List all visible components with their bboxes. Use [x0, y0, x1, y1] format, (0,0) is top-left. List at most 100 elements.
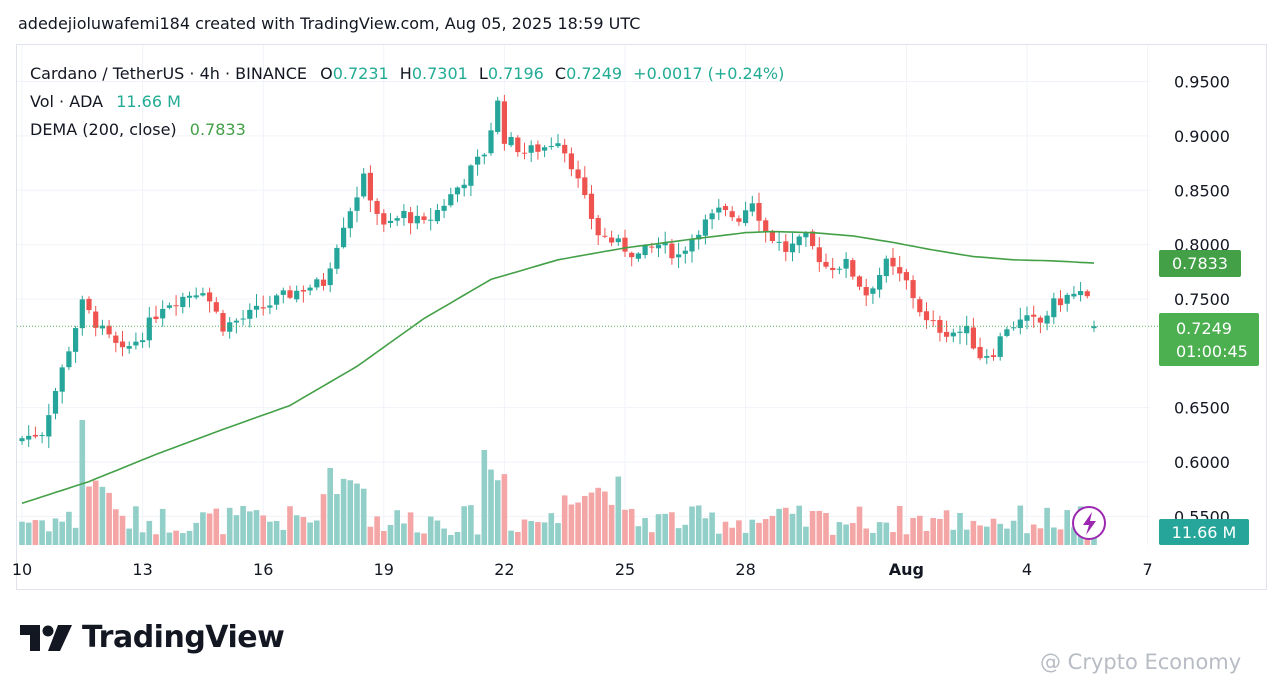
volume-bar: [762, 519, 769, 545]
volume-bar: [414, 532, 421, 545]
candle-body: [930, 320, 936, 322]
volume-bar: [823, 513, 829, 545]
volume-bar: [615, 476, 622, 545]
volume-bar: [943, 510, 950, 545]
volume-bar: [19, 521, 25, 545]
candle-body: [990, 355, 997, 358]
candle-body: [1057, 298, 1064, 306]
volume-bar: [293, 515, 300, 545]
candle-body: [166, 305, 172, 308]
candle-body: [495, 100, 501, 132]
candle-body: [213, 302, 219, 312]
candle-body: [220, 313, 226, 332]
volume-bar: [474, 534, 481, 545]
dema-label[interactable]: DEMA (200, close): [30, 120, 177, 139]
y-tick-label: 0.8500: [1174, 181, 1230, 200]
volume-bar: [106, 492, 112, 545]
candle-body: [39, 435, 45, 437]
volume-tag-value: 11.66 M: [1172, 523, 1237, 542]
candle-body: [381, 213, 387, 225]
volume-bar: [896, 505, 903, 545]
volume-bar: [434, 520, 441, 545]
volume-bar: [1010, 520, 1017, 545]
candle-body: [133, 341, 139, 346]
candle-body: [267, 305, 273, 308]
volume-bar: [213, 508, 220, 545]
volume-bar: [381, 531, 387, 545]
volume-bar: [52, 518, 59, 545]
chart-frame[interactable]: [16, 44, 1267, 590]
candle-body: [387, 220, 394, 224]
volume-bar: [220, 534, 226, 545]
candle-body: [823, 261, 829, 267]
candle-body: [367, 172, 373, 201]
volume-bar: [957, 512, 963, 545]
candle-body: [1084, 291, 1090, 297]
volume-bar: [789, 513, 796, 545]
candle-body: [863, 287, 869, 296]
tradingview-logo[interactable]: TradingView: [20, 620, 285, 655]
volume-bar: [776, 508, 782, 545]
candle-body: [763, 220, 769, 232]
volume-bar: [133, 506, 139, 545]
candle-body: [575, 169, 581, 179]
volume-bar: [139, 532, 146, 545]
volume-bar: [448, 534, 454, 545]
candle-body: [461, 184, 467, 189]
volume-bar: [233, 515, 240, 545]
volume-bar: [193, 522, 199, 545]
volume-bar: [200, 512, 206, 545]
candle-body: [515, 137, 521, 153]
volume-bar: [461, 506, 467, 545]
volume-bar: [756, 522, 762, 545]
volume-bar: [39, 520, 45, 545]
y-axis: 0.9500 0.9000 0.8500 0.8000 0.7500 0.6500 0.60…: [1174, 73, 1230, 527]
volume-bar: [595, 487, 601, 545]
candle-body: [602, 235, 608, 237]
volume-bar: [1017, 505, 1024, 545]
legend-ohlc-row: Cardano / TetherUS · 4h · BINANCE O0.723…: [30, 60, 784, 88]
volume-bar: [910, 517, 916, 545]
volume-bar: [72, 527, 79, 545]
candle-body: [917, 299, 923, 313]
candle-body: [689, 238, 695, 252]
volume-bar: [588, 492, 595, 545]
candle-body: [287, 290, 293, 298]
volume-bar: [990, 518, 997, 545]
volume-bar: [340, 478, 347, 545]
volume-bar: [401, 523, 407, 545]
volume-label[interactable]: Vol · ADA: [30, 92, 104, 111]
candle-body: [32, 434, 38, 437]
candle-body: [622, 237, 628, 252]
volume-bar: [535, 522, 541, 545]
volume-bar: [702, 518, 709, 545]
volume-bar: [99, 486, 106, 545]
volume-bar: [582, 495, 588, 545]
candle-body: [320, 279, 327, 286]
candle-body: [1037, 317, 1043, 323]
close-value: 0.7249: [566, 64, 623, 83]
candle-body: [769, 231, 775, 242]
x-tick-label: 16: [253, 560, 273, 579]
volume-bar: [59, 521, 65, 545]
volume-bar: [1051, 527, 1057, 545]
volume-bar: [367, 526, 374, 545]
volume-bar: [327, 467, 333, 545]
candle-body: [743, 210, 749, 224]
volume-bar: [320, 494, 327, 545]
volume-bar: [662, 513, 668, 545]
volume-bar: [454, 532, 461, 545]
candle-body: [642, 245, 648, 256]
volume-bar: [977, 525, 983, 545]
candle-body: [1071, 293, 1077, 297]
candle-body: [756, 203, 762, 221]
volume-bar: [1030, 524, 1037, 545]
candle-body: [977, 346, 983, 359]
candle-body: [676, 254, 682, 258]
lightning-icon[interactable]: [1072, 506, 1106, 540]
symbol-label[interactable]: Cardano / TetherUS · 4h · BINANCE: [30, 64, 308, 83]
candle-body: [883, 258, 889, 277]
volume-bar: [46, 531, 52, 545]
last-price-tag: 0.7249 01:00:45: [1159, 313, 1259, 366]
